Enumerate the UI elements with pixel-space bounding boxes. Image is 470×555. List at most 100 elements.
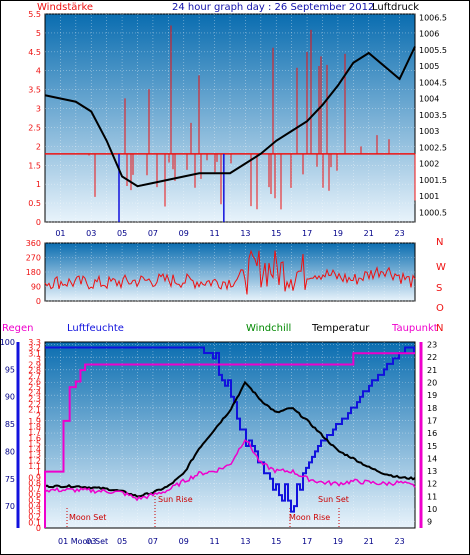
humidity-tick-label: 85 <box>5 420 15 429</box>
direction-tick-label: 0 <box>36 297 41 306</box>
wind-tick-label: 0 <box>36 218 41 227</box>
rain-tick-label: 2.4 <box>28 389 41 398</box>
wind-tick-label: 2.5 <box>28 123 41 132</box>
hour-tick-label: 05 <box>117 229 127 238</box>
hour-tick-label: 09 <box>179 229 189 238</box>
humidity-tick-label: 70 <box>5 502 15 511</box>
rain-tick-label: 0 <box>36 524 41 533</box>
pressure-axis-title: Luftdruck <box>372 2 419 13</box>
rain-tick-label: 3.2 <box>28 344 41 353</box>
rain-tick-label: 2 <box>36 411 41 420</box>
temperature-tick-label: 11 <box>427 492 437 501</box>
pressure-tick-label: 1000.5 <box>419 208 447 217</box>
hour-tick-label: 01 <box>55 229 65 238</box>
rain-tick-label: 0.6 <box>28 490 41 499</box>
legend-luftfeuchte: Luftfeuchte <box>67 323 124 334</box>
rain-tick-label: 1.2 <box>28 456 41 465</box>
rain-tick-label: 1.6 <box>28 434 41 443</box>
temperature-tick-label: 18 <box>427 404 437 413</box>
graph-title: 24 hour graph day : 26 September 2012 <box>172 2 374 13</box>
temperature-tick-label: 15 <box>427 442 437 451</box>
rain-tick-label: 2.1 <box>28 406 41 415</box>
bottom-hour-label: 13 <box>240 537 250 546</box>
rain-tick-label: 2.2 <box>28 400 41 409</box>
annotation-moon-rise: Moon Rise <box>289 513 330 522</box>
rain-tick-label: 1.1 <box>28 462 41 471</box>
rain-tick-label: 1.3 <box>28 451 41 460</box>
wind-tick-label: 1 <box>36 180 41 189</box>
wind-panel-background <box>44 13 416 223</box>
rain-tick-label: 3.1 <box>28 349 41 358</box>
bottom-hour-label: 07 <box>148 537 158 546</box>
bottom-hour-label: 05 <box>117 537 127 546</box>
hour-tick-label: 23 <box>394 229 404 238</box>
legend-windchill: Windchill <box>246 323 291 334</box>
rain-tick-label: 0.1 <box>28 518 41 527</box>
temperatur-line <box>44 380 416 498</box>
rain-tick-label: 2.8 <box>28 366 41 375</box>
direction-tick-label: 90 <box>31 283 41 292</box>
rain-tick-label: 2.5 <box>28 383 41 392</box>
bottom-hour-label: 15 <box>271 537 281 546</box>
wind-tick-label: 1.5 <box>28 161 41 170</box>
rain-tick-label: 1.5 <box>28 439 41 448</box>
hour-tick-label: 19 <box>333 229 343 238</box>
bottom-hour-label: 19 <box>333 537 343 546</box>
compass-label: S <box>436 283 442 294</box>
humidity-tick-label: 100 <box>0 338 15 347</box>
bottom-hour-label: 23 <box>394 537 404 546</box>
bottom-hour-label: 09 <box>179 537 189 546</box>
rain-tick-label: 0.7 <box>28 485 41 494</box>
rain-tick-label: 3.3 <box>28 338 41 347</box>
hour-tick-label: 15 <box>271 229 281 238</box>
rain-tick-label: 3 <box>36 355 41 364</box>
rain-tick-label: 2.3 <box>28 394 41 403</box>
rain-tick-label: 0.9 <box>28 473 41 482</box>
pressure-tick-label: 1002 <box>419 160 439 169</box>
wind-tick-label: 4.5 <box>28 48 41 57</box>
pressure-tick-label: 1002.5 <box>419 143 447 152</box>
temperature-tick-label: 17 <box>427 416 437 425</box>
legend-regen: Regen <box>2 323 34 334</box>
rain-tick-label: 0.8 <box>28 479 41 488</box>
rain-tick-label: 0.4 <box>28 501 41 510</box>
rain-tick-label: 1.8 <box>28 423 41 432</box>
pressure-tick-label: 1001.5 <box>419 176 447 185</box>
hour-tick-label: 11 <box>209 229 219 238</box>
pressure-tick-label: 1003 <box>419 127 439 136</box>
bottom-moonset-label: 01 Moon Set <box>58 537 108 546</box>
legend-temperatur: Temperatur <box>311 323 370 334</box>
bottom-hour-label: 21 <box>364 537 374 546</box>
taupunkt-line <box>44 438 416 502</box>
compass-label: N <box>436 323 443 334</box>
humidity-tick-label: 75 <box>5 475 15 484</box>
temperature-tick-label: 10 <box>427 505 437 514</box>
compass-label: W <box>436 262 446 273</box>
legend-taupunkt: Taupunkt <box>391 323 438 334</box>
humidity-tick-label: 80 <box>5 447 15 456</box>
rain-tick-label: 0.5 <box>28 496 41 505</box>
temperature-tick-label: 22 <box>427 353 437 362</box>
rain-tick-label: 2.9 <box>28 361 41 370</box>
pressure-tick-label: 1006 <box>419 30 439 39</box>
rain-tick-label: 0.2 <box>28 513 41 522</box>
pressure-tick-label: 1005.5 <box>419 46 447 55</box>
temperature-tick-label: 21 <box>427 366 437 375</box>
wind-tick-label: 4 <box>36 67 41 76</box>
temperature-tick-label: 14 <box>427 454 437 463</box>
bottom-hour-label: 03 <box>86 537 96 546</box>
hour-tick-label: 03 <box>86 229 96 238</box>
wind-direction-line <box>44 249 416 295</box>
wind-tick-label: 5 <box>36 29 41 38</box>
annotation-sun-rise: Sun Rise <box>158 495 193 504</box>
annotation-sun-set: Sun Set <box>318 495 349 504</box>
data-marks <box>16 25 423 528</box>
pressure-tick-label: 1006.5 <box>419 13 447 22</box>
temperature-tick-label: 9 <box>427 518 432 527</box>
rain-tick-label: 1.7 <box>28 428 41 437</box>
temperature-tick-label: 23 <box>427 341 437 350</box>
hour-tick-label: 07 <box>148 229 158 238</box>
pressure-line <box>44 46 416 188</box>
rain-tick-label: 1.9 <box>28 417 41 426</box>
